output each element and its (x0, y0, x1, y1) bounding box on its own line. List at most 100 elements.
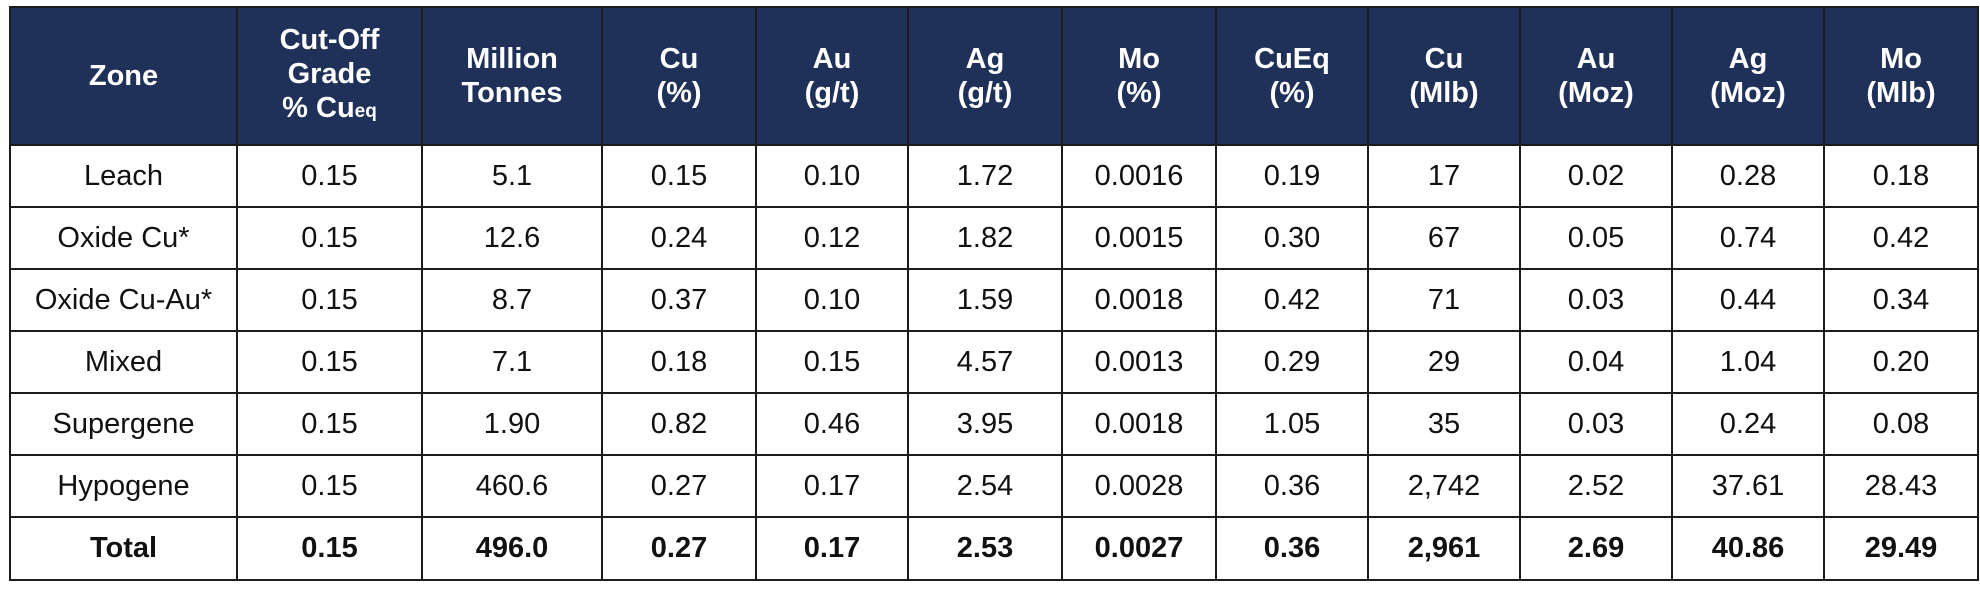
cell-ag-gt: 2.54 (907, 454, 1063, 518)
cell-ag-moz: 40.86 (1671, 516, 1825, 581)
cell-zone: Oxide Cu-Au* (9, 268, 238, 332)
cell-mo-pct: 0.0028 (1061, 454, 1217, 518)
header-cu-mlb: Cu (Mlb) (1367, 6, 1521, 146)
cell-tonnes: 460.6 (421, 454, 603, 518)
header-mo-mlb: Mo (Mlb) (1823, 6, 1979, 146)
cell-mo-mlb: 0.20 (1823, 330, 1979, 394)
cell-mo-pct: 0.0018 (1061, 392, 1217, 456)
cell-tonnes: 496.0 (421, 516, 603, 581)
cell-au-gt: 0.17 (755, 454, 909, 518)
cell-zone: Total (9, 516, 238, 581)
cell-au-moz: 0.04 (1519, 330, 1673, 394)
header-row: Zone Cut-Off Grade % Cueq Million Tonnes… (9, 6, 1979, 146)
cell-cu-pct: 0.27 (601, 454, 757, 518)
cell-cu-pct: 0.37 (601, 268, 757, 332)
header-zone: Zone (9, 6, 238, 146)
cell-mo-mlb: 0.42 (1823, 206, 1979, 270)
cell-cu-mlb: 67 (1367, 206, 1521, 270)
cell-au-gt: 0.10 (755, 144, 909, 208)
cell-au-moz: 2.69 (1519, 516, 1673, 581)
cell-cu-pct: 0.27 (601, 516, 757, 581)
table-row-oxide-cu-au: Oxide Cu-Au* 0.15 8.7 0.37 0.10 1.59 0.0… (9, 268, 1979, 332)
cell-tonnes: 7.1 (421, 330, 603, 394)
cell-cu-pct: 0.15 (601, 144, 757, 208)
cell-tonnes: 12.6 (421, 206, 603, 270)
cell-ag-gt: 1.72 (907, 144, 1063, 208)
cell-au-gt: 0.15 (755, 330, 909, 394)
cell-cutoff: 0.15 (236, 268, 423, 332)
cell-zone: Oxide Cu* (9, 206, 238, 270)
table-row-total: Total 0.15 496.0 0.27 0.17 2.53 0.0027 0… (9, 516, 1979, 581)
cell-cu-mlb: 71 (1367, 268, 1521, 332)
cell-ag-moz: 37.61 (1671, 454, 1825, 518)
cell-cu-pct: 0.18 (601, 330, 757, 394)
cell-ag-gt: 1.59 (907, 268, 1063, 332)
header-au-moz: Au (Moz) (1519, 6, 1673, 146)
header-au-gt: Au (g/t) (755, 6, 909, 146)
cell-ag-gt: 1.82 (907, 206, 1063, 270)
cell-cueq-pct: 0.36 (1215, 516, 1369, 581)
cell-au-gt: 0.10 (755, 268, 909, 332)
cell-mo-mlb: 29.49 (1823, 516, 1979, 581)
header-cueq-pct: CuEq (%) (1215, 6, 1369, 146)
resource-table-container: Zone Cut-Off Grade % Cueq Million Tonnes… (9, 6, 1979, 581)
header-million-tonnes: Million Tonnes (421, 6, 603, 146)
cell-au-gt: 0.46 (755, 392, 909, 456)
cell-cutoff: 0.15 (236, 516, 423, 581)
cell-ag-moz: 0.74 (1671, 206, 1825, 270)
cell-ag-moz: 0.44 (1671, 268, 1825, 332)
header-mo-pct: Mo (%) (1061, 6, 1217, 146)
cell-cutoff: 0.15 (236, 454, 423, 518)
table-row-mixed: Mixed 0.15 7.1 0.18 0.15 4.57 0.0013 0.2… (9, 330, 1979, 394)
table-row-hypogene: Hypogene 0.15 460.6 0.27 0.17 2.54 0.002… (9, 454, 1979, 518)
cell-ag-gt: 3.95 (907, 392, 1063, 456)
cell-cueq-pct: 0.19 (1215, 144, 1369, 208)
cell-ag-gt: 4.57 (907, 330, 1063, 394)
cell-ag-moz: 0.28 (1671, 144, 1825, 208)
cell-mo-mlb: 0.08 (1823, 392, 1979, 456)
cell-zone: Supergene (9, 392, 238, 456)
cell-cu-mlb: 2,961 (1367, 516, 1521, 581)
header-cu-pct: Cu (%) (601, 6, 757, 146)
cell-mo-pct: 0.0027 (1061, 516, 1217, 581)
cell-cu-pct: 0.82 (601, 392, 757, 456)
table-row-oxide-cu: Oxide Cu* 0.15 12.6 0.24 0.12 1.82 0.001… (9, 206, 1979, 270)
cell-cueq-pct: 0.30 (1215, 206, 1369, 270)
cell-ag-moz: 1.04 (1671, 330, 1825, 394)
cell-mo-mlb: 0.18 (1823, 144, 1979, 208)
cell-ag-gt: 2.53 (907, 516, 1063, 581)
cell-cueq-pct: 0.29 (1215, 330, 1369, 394)
cell-au-moz: 0.03 (1519, 268, 1673, 332)
cell-mo-pct: 0.0015 (1061, 206, 1217, 270)
cell-cutoff: 0.15 (236, 392, 423, 456)
cell-cutoff: 0.15 (236, 206, 423, 270)
table-row-supergene: Supergene 0.15 1.90 0.82 0.46 3.95 0.001… (9, 392, 1979, 456)
cell-mo-mlb: 0.34 (1823, 268, 1979, 332)
cell-cu-mlb: 29 (1367, 330, 1521, 394)
cell-tonnes: 8.7 (421, 268, 603, 332)
header-ag-gt: Ag (g/t) (907, 6, 1063, 146)
cell-au-moz: 0.02 (1519, 144, 1673, 208)
cell-cu-mlb: 17 (1367, 144, 1521, 208)
cell-cu-pct: 0.24 (601, 206, 757, 270)
header-cutoff-grade: Cut-Off Grade % Cueq (236, 6, 423, 146)
cell-cu-mlb: 2,742 (1367, 454, 1521, 518)
cell-cu-mlb: 35 (1367, 392, 1521, 456)
cell-tonnes: 5.1 (421, 144, 603, 208)
cell-mo-pct: 0.0016 (1061, 144, 1217, 208)
cell-au-moz: 0.03 (1519, 392, 1673, 456)
cell-cutoff: 0.15 (236, 144, 423, 208)
cell-mo-pct: 0.0018 (1061, 268, 1217, 332)
cell-tonnes: 1.90 (421, 392, 603, 456)
cell-zone: Leach (9, 144, 238, 208)
header-ag-moz: Ag (Moz) (1671, 6, 1825, 146)
cell-au-gt: 0.17 (755, 516, 909, 581)
cell-au-moz: 0.05 (1519, 206, 1673, 270)
cell-cutoff: 0.15 (236, 330, 423, 394)
cell-mo-mlb: 28.43 (1823, 454, 1979, 518)
cell-cueq-pct: 1.05 (1215, 392, 1369, 456)
cell-au-gt: 0.12 (755, 206, 909, 270)
resource-table: Zone Cut-Off Grade % Cueq Million Tonnes… (9, 6, 1979, 581)
cell-ag-moz: 0.24 (1671, 392, 1825, 456)
table-body: Leach 0.15 5.1 0.15 0.10 1.72 0.0016 0.1… (9, 144, 1979, 581)
